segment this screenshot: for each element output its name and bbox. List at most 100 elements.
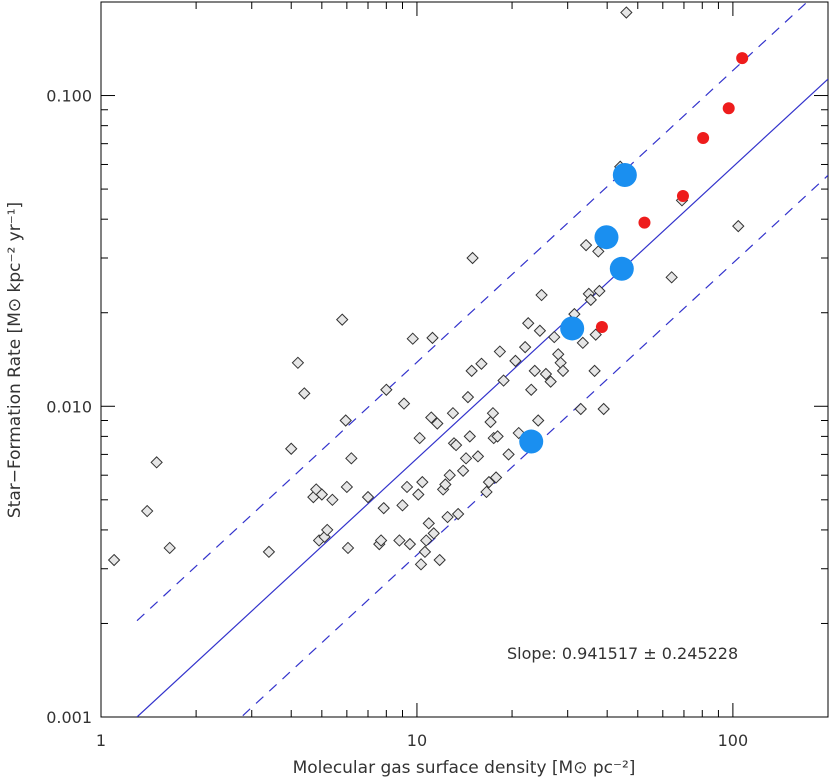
diamond-point: [480, 485, 493, 499]
blue-point: [560, 316, 585, 341]
diamond-point: [393, 534, 406, 547]
diamond-point: [502, 448, 515, 461]
diamond-point: [396, 499, 409, 512]
diamond-point: [377, 501, 390, 515]
diamond-point: [321, 523, 334, 537]
diamond-point: [418, 545, 432, 559]
diamond-point: [465, 364, 478, 378]
diamond-point: [574, 402, 587, 416]
y-tick-label: 0.001: [46, 708, 92, 727]
diamond-point: [291, 356, 305, 370]
diamond-point: [584, 293, 597, 307]
axis-tick-labels: 1 10 100 0.001 0.010 0.100: [46, 87, 748, 750]
diamond-point: [486, 406, 500, 420]
diamond-point: [326, 493, 339, 507]
y-tick-label: 0.010: [46, 397, 92, 416]
plot-frame: [100, 1, 829, 718]
x-tick-label: 1: [96, 731, 106, 750]
diamond-point: [533, 324, 547, 337]
blue-point: [519, 429, 544, 454]
diamond-point: [413, 431, 426, 445]
y-axis-title: Star−Formation Rate [M⊙ kpc⁻² yr⁻¹]: [5, 202, 25, 518]
diamond-point: [380, 383, 393, 396]
diamond-point: [262, 545, 276, 559]
diamond-point: [588, 364, 601, 378]
diamond-point: [285, 442, 298, 455]
fit-line: [136, 78, 828, 717]
red-point: [736, 52, 749, 65]
diamond-point: [548, 330, 561, 344]
diamond-point: [463, 430, 477, 443]
diamond-point: [556, 364, 570, 378]
diamond-point: [497, 374, 510, 387]
diamond-point: [461, 390, 475, 404]
diamond-point: [443, 468, 456, 482]
diamond-point: [340, 480, 354, 494]
diamond-point: [456, 464, 470, 477]
diamond-point: [433, 553, 446, 567]
diamond-point: [509, 354, 522, 368]
diamond-point: [431, 417, 444, 430]
diamond-point: [593, 284, 606, 298]
diamond-point: [403, 537, 417, 551]
diamond-point: [425, 411, 438, 424]
diamond-point: [335, 313, 349, 326]
diamond-point: [374, 534, 388, 547]
diamond-point: [518, 340, 532, 354]
slope-annotation: Slope: 0.941517 ± 0.245228: [507, 644, 738, 663]
diamond-point: [484, 415, 497, 429]
diamond-point: [345, 452, 358, 465]
diamond-point: [361, 490, 375, 504]
red-point: [595, 320, 608, 333]
diamond-point: [422, 517, 435, 530]
diamond-point: [298, 387, 311, 400]
diamond-point: [532, 414, 545, 427]
fit-lines: [136, 2, 828, 717]
diamond-point: [416, 475, 429, 489]
blue-point: [609, 256, 634, 281]
diamond-point: [471, 450, 485, 463]
diamond-point: [446, 406, 460, 420]
diamond-point: [414, 558, 428, 571]
diamond-point: [449, 438, 463, 452]
diamond-point: [525, 383, 538, 396]
diamond-point: [406, 332, 419, 345]
diamond-point: [341, 541, 355, 555]
blue-point: [594, 225, 619, 250]
diamond-point: [528, 364, 541, 378]
diamond-point: [426, 331, 439, 345]
diamond-point: [620, 6, 633, 19]
diamond-point: [441, 510, 454, 524]
diamond-point: [539, 367, 553, 381]
diamond-point: [732, 219, 745, 233]
diamond-point: [493, 345, 507, 358]
diamond-point: [475, 357, 488, 370]
diamond-point: [400, 480, 414, 494]
diamond-point: [589, 328, 602, 341]
red-point: [676, 190, 689, 203]
diamond-point: [163, 541, 176, 555]
blue-point: [612, 162, 637, 187]
diamond-point: [489, 471, 503, 484]
data-points: [107, 6, 749, 571]
diamond-point: [339, 414, 352, 427]
diamond-point: [482, 475, 496, 489]
diamond-point: [665, 271, 678, 284]
diamond-point: [412, 488, 425, 501]
diamond-point: [427, 527, 440, 540]
diamond-point: [315, 488, 329, 501]
fit-scatter-line: [136, 2, 809, 622]
diamond-point: [459, 452, 473, 465]
diamond-point: [491, 430, 504, 443]
diamond-point: [140, 504, 154, 518]
fit-scatter-line: [240, 174, 828, 717]
red-point: [722, 102, 735, 115]
red-point: [697, 132, 710, 145]
diamond-point: [579, 238, 593, 252]
diamond-point: [439, 478, 452, 491]
diamond-point: [150, 456, 163, 469]
diamond-point: [576, 336, 590, 350]
red-point: [638, 216, 651, 229]
diamond-point: [397, 397, 411, 410]
